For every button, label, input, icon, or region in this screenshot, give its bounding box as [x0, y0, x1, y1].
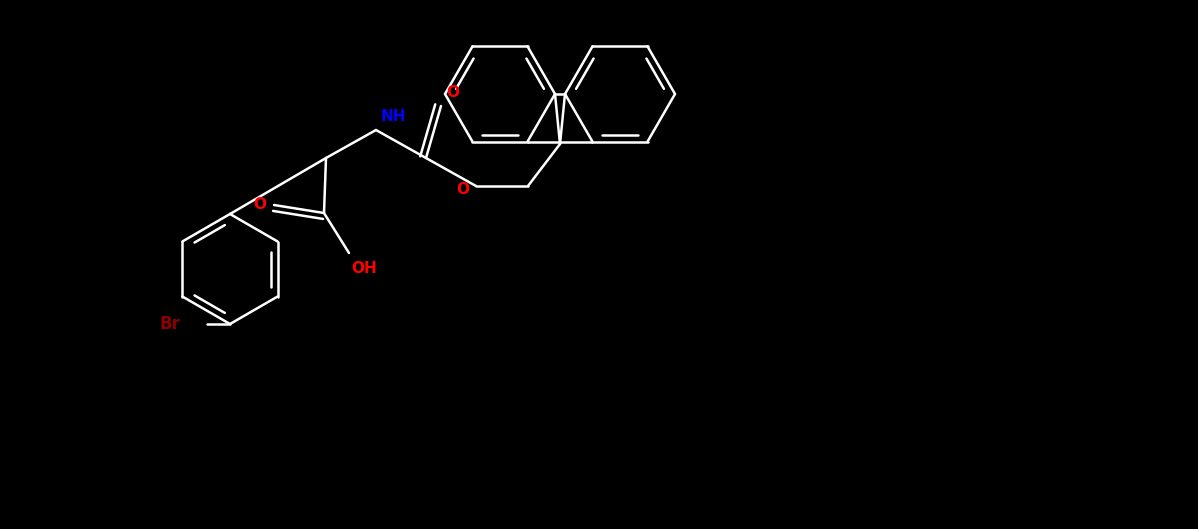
Text: O: O — [446, 85, 459, 100]
Text: Br: Br — [159, 315, 180, 333]
Text: O: O — [456, 182, 468, 197]
Text: NH: NH — [381, 109, 406, 124]
Text: O: O — [253, 197, 266, 213]
Text: OH: OH — [351, 261, 376, 276]
